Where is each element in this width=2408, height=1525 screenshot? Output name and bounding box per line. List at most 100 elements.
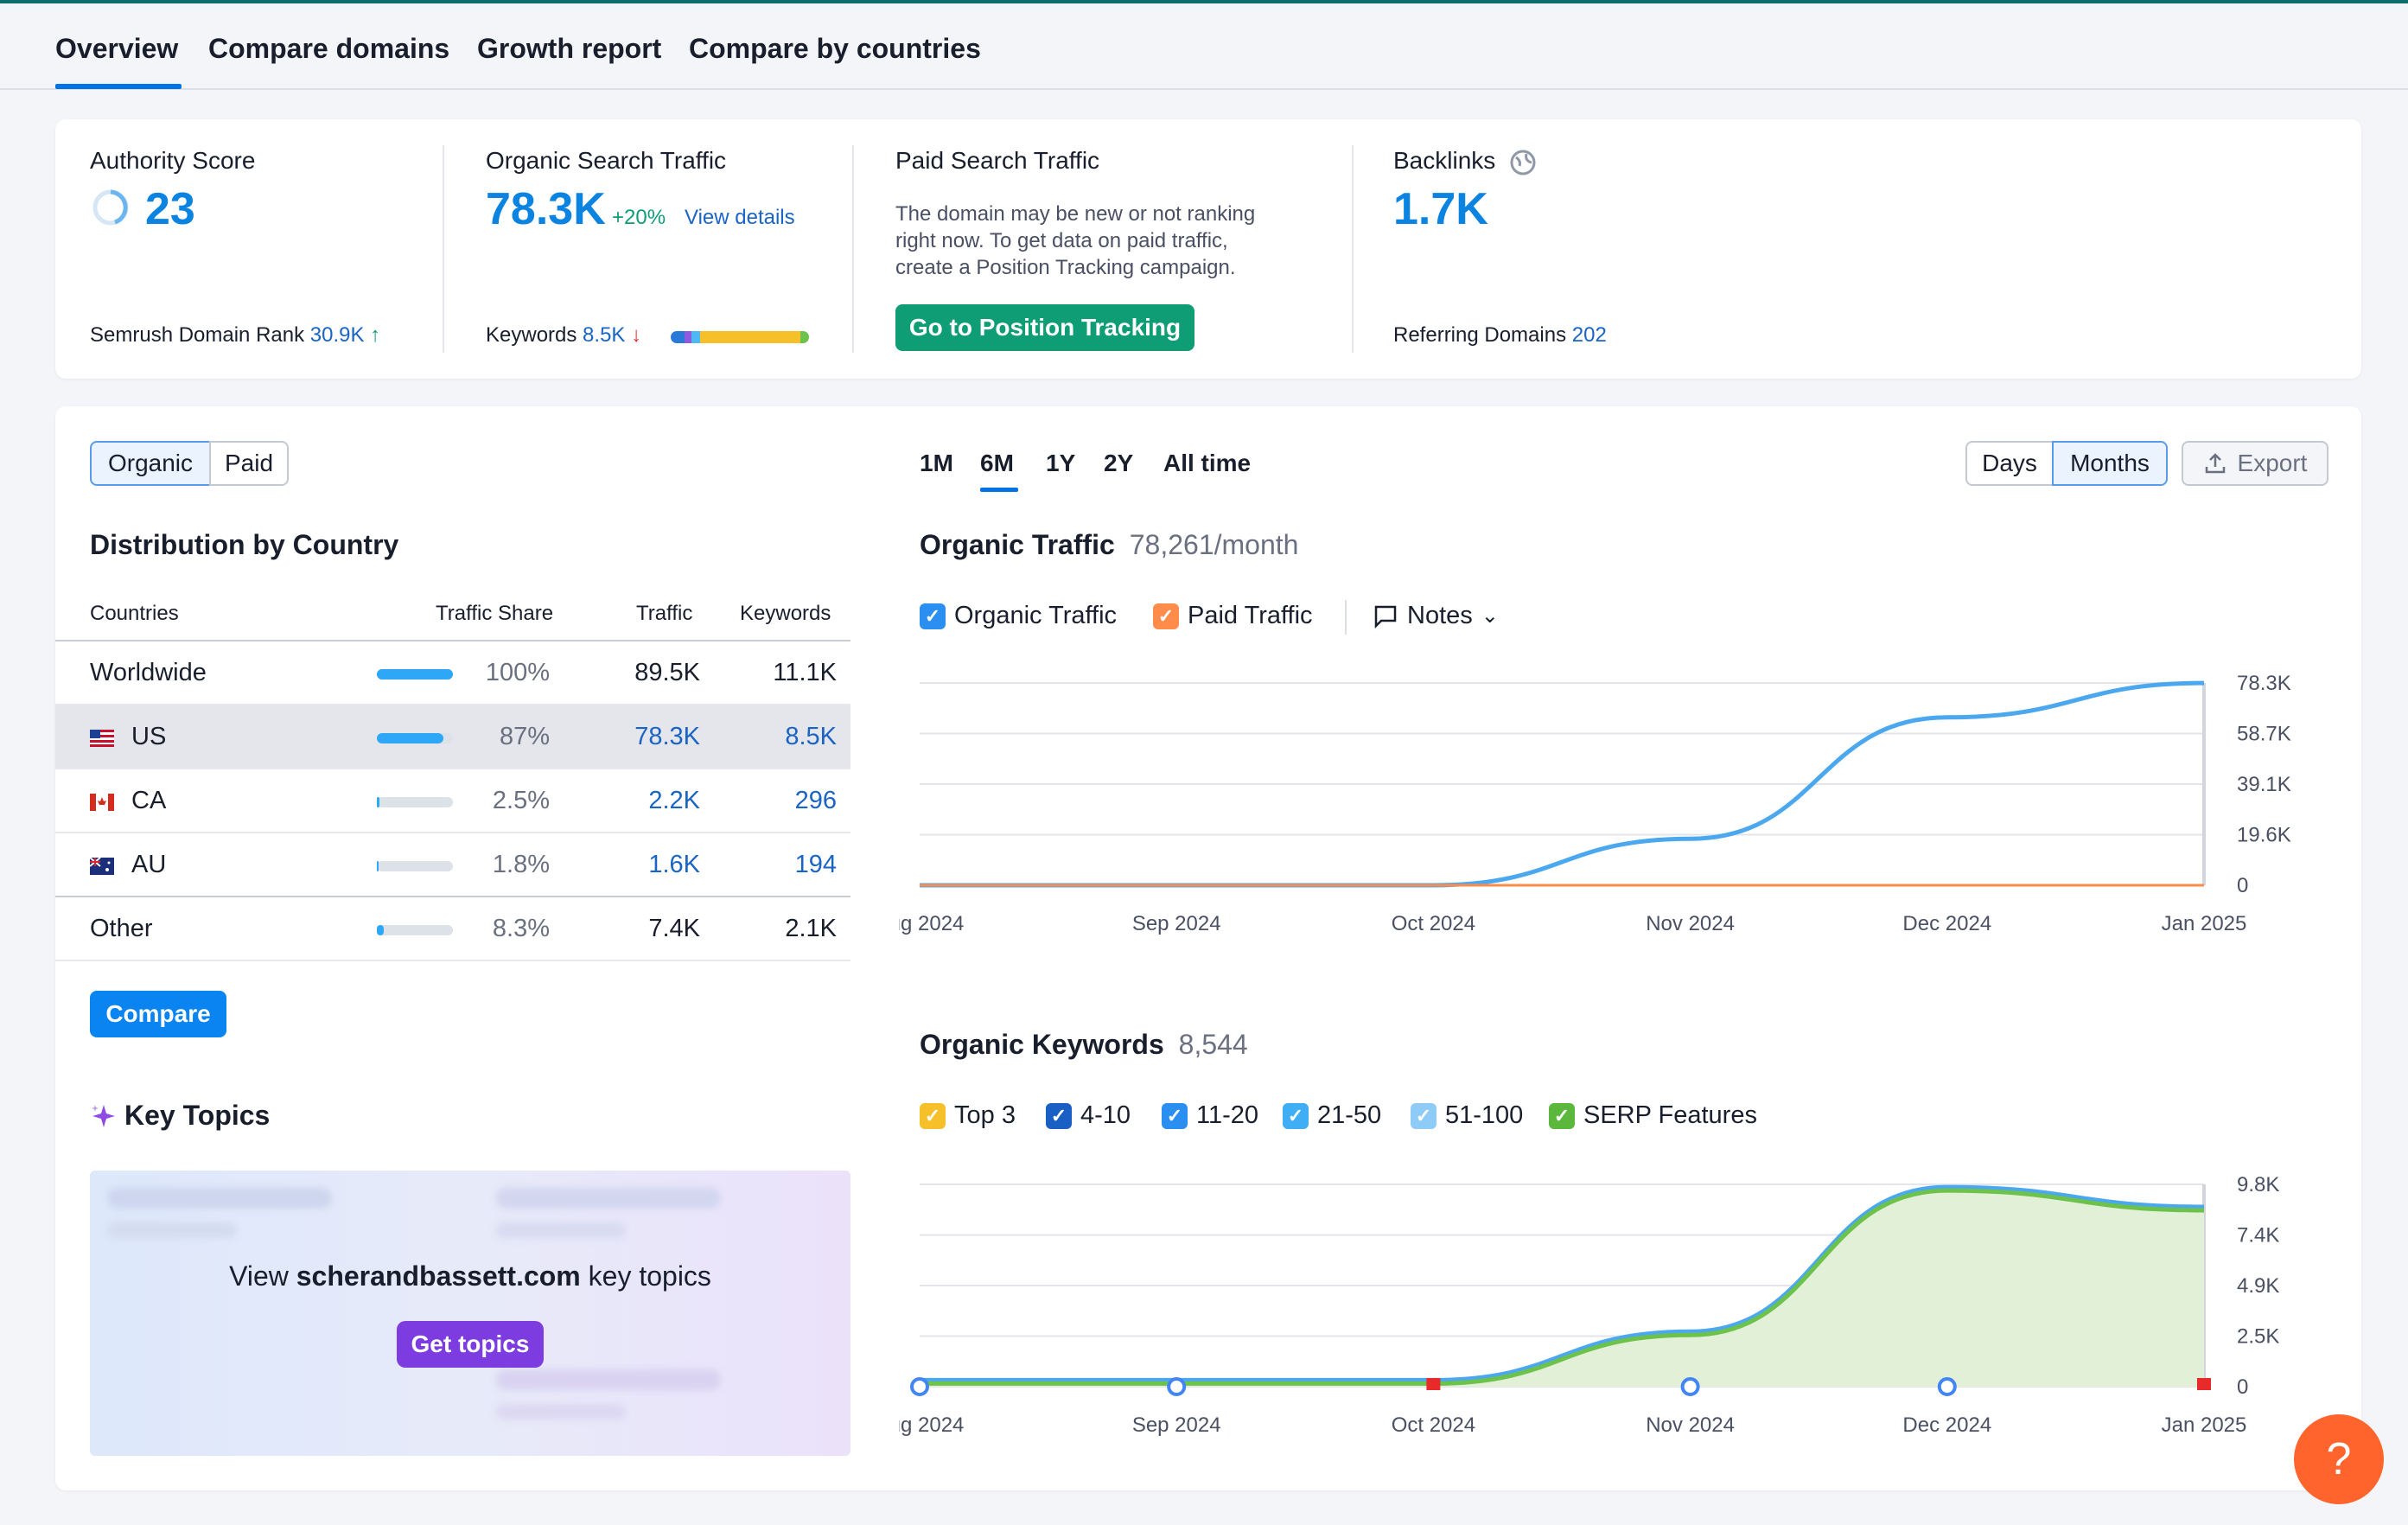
- y-tick-label: 7.4K: [2237, 1224, 2279, 1247]
- organic-traffic-chart-title: Organic Traffic: [920, 529, 1115, 560]
- 51-100-checkbox[interactable]: ✓: [1411, 1103, 1437, 1129]
- series-line: [920, 1184, 2205, 1382]
- traffic-value: 89.5K: [634, 659, 700, 686]
- traffic-share: 1.8%: [492, 851, 550, 878]
- backlinks-value[interactable]: 1.7K: [1393, 184, 1488, 234]
- traffic-value[interactable]: 2.2K: [648, 787, 700, 814]
- authority-gauge-icon: [92, 189, 129, 226]
- organic-traffic-chart-header: Organic Traffic 78,261/month: [920, 529, 1298, 561]
- notes-label: Notes: [1407, 602, 1473, 629]
- x-tick-label: Nov 2024: [1646, 1413, 1735, 1437]
- get-topics-button[interactable]: Get topics: [397, 1321, 544, 1368]
- blurred-placeholder: [496, 1188, 721, 1209]
- traffic-value: 7.4K: [648, 915, 700, 942]
- y-tick-label: 78.3K: [2237, 672, 2291, 695]
- header-traffic[interactable]: Traffic: [636, 602, 693, 625]
- granularity-months[interactable]: Months: [2052, 441, 2168, 486]
- flag-marker-icon: [2197, 1378, 2211, 1390]
- x-tick-label: Sep 2024: [1132, 1413, 1221, 1437]
- series-line: [920, 1188, 2205, 1386]
- traffic-value[interactable]: 78.3K: [634, 723, 700, 750]
- 11-20-checkbox[interactable]: ✓: [1162, 1103, 1188, 1129]
- x-tick-label: Nov 2024: [1646, 912, 1735, 935]
- x-tick-label: Aug 2024: [899, 1413, 964, 1437]
- legend-serp-features: SERP Features: [1583, 1101, 1757, 1129]
- go-to-position-tracking-button[interactable]: Go to Position Tracking: [895, 304, 1194, 351]
- 21-50-checkbox[interactable]: ✓: [1283, 1103, 1309, 1129]
- period-all-time[interactable]: All time: [1163, 450, 1252, 476]
- blurred-placeholder: [496, 1369, 721, 1390]
- top-accent-line: [0, 0, 2408, 3]
- country-name: AU: [131, 851, 167, 878]
- keywords-value: 2.1K: [785, 915, 837, 942]
- period-1m[interactable]: 1M: [920, 450, 953, 476]
- referring-domains-label: Referring Domains: [1393, 323, 1567, 347]
- traffic-share: 100%: [485, 659, 550, 686]
- tab-overview[interactable]: Overview: [55, 33, 179, 64]
- legend-organic-traffic: Organic Traffic: [954, 602, 1118, 629]
- key-topics-panel: View scherandbassett.com key topics Get …: [90, 1171, 850, 1456]
- 4-10-checkbox[interactable]: ✓: [1046, 1103, 1072, 1129]
- compare-button[interactable]: Compare: [90, 991, 226, 1037]
- organic-traffic-value[interactable]: 78.3K: [486, 184, 606, 234]
- organic-traffic-chart-value: 78,261/month: [1129, 529, 1299, 560]
- organic-keywords-chart-value: 8,544: [1178, 1029, 1248, 1060]
- top3-checkbox[interactable]: ✓: [920, 1103, 946, 1129]
- tab-compare-by-countries[interactable]: Compare by countries: [689, 33, 981, 64]
- table-row[interactable]: US 87% 78.3K 8.5K: [55, 705, 850, 769]
- header-countries: Countries: [90, 602, 179, 625]
- table-row[interactable]: CA 2.5% 2.2K 296: [55, 769, 850, 833]
- help-button[interactable]: ?: [2294, 1414, 2384, 1504]
- organic-traffic-label: Organic Search Traffic: [486, 147, 727, 174]
- serp-features-checkbox[interactable]: ✓: [1549, 1103, 1575, 1129]
- table-row[interactable]: Worldwide 100% 89.5K 11.1K: [55, 641, 850, 705]
- tab-growth-report[interactable]: Growth report: [477, 33, 662, 64]
- paid-traffic-desc-1: The domain may be new or not ranking: [895, 202, 1256, 226]
- paid-traffic-checkbox[interactable]: ✓: [1153, 603, 1179, 629]
- toggle-paid[interactable]: Paid: [209, 441, 289, 486]
- key-topics-message: View scherandbassett.com key topics: [90, 1260, 850, 1292]
- header-traffic-share[interactable]: Traffic Share: [436, 602, 554, 625]
- blurred-placeholder: [107, 1222, 237, 1238]
- domain-rank-label: Semrush Domain Rank: [90, 323, 305, 347]
- domain-name: scherandbassett.com: [296, 1260, 581, 1292]
- share-bar: [377, 733, 453, 743]
- keywords-value[interactable]: 194: [794, 851, 837, 878]
- period-1y[interactable]: 1Y: [1046, 450, 1076, 476]
- notes-dropdown[interactable]: Notes ⌄: [1373, 602, 1499, 630]
- divider: [1352, 145, 1354, 353]
- referring-domains-value[interactable]: 202: [1571, 323, 1607, 347]
- organic-traffic-checkbox[interactable]: ✓: [920, 603, 946, 629]
- table-row[interactable]: Other 8.3% 7.4K 2.1K: [55, 897, 850, 961]
- ca-flag-icon: [90, 794, 114, 811]
- domain-rank-value[interactable]: 30.9K: [309, 323, 365, 347]
- toggle-organic[interactable]: Organic: [90, 441, 211, 486]
- message-suffix: key topics: [580, 1260, 711, 1292]
- keywords-value[interactable]: 296: [794, 787, 837, 814]
- header-keywords[interactable]: Keywords: [740, 602, 831, 625]
- x-tick-label: Oct 2024: [1392, 912, 1475, 935]
- keywords-value[interactable]: 8.5K: [785, 723, 837, 750]
- period-2y[interactable]: 2Y: [1104, 450, 1134, 476]
- y-tick-label: 9.8K: [2237, 1173, 2279, 1196]
- message-prefix: View: [229, 1260, 296, 1292]
- organic-keywords-chart: 9.8K 7.4K 4.9K 2.5K 0 Aug 2024 Sep 2024 Oct 202…: [899, 1173, 2279, 1437]
- legend-51-100: 51-100: [1445, 1101, 1524, 1129]
- us-flag-icon: [90, 730, 114, 747]
- x-tick-label: Dec 2024: [1902, 912, 1991, 935]
- share-bar-fill: [377, 925, 384, 935]
- divider: [852, 145, 854, 353]
- period-6m[interactable]: 6M: [980, 450, 1014, 476]
- keywords-value[interactable]: 8.5K: [583, 323, 626, 347]
- granularity-days[interactable]: Days: [1965, 441, 2054, 486]
- backlinks-label: Backlinks: [1393, 147, 1496, 174]
- tab-compare-domains[interactable]: Compare domains: [208, 33, 450, 64]
- traffic-share: 2.5%: [492, 787, 550, 814]
- country-name: Other: [90, 915, 153, 942]
- view-details-link[interactable]: View details: [685, 206, 795, 229]
- table-row[interactable]: AU 1.8% 1.6K 194: [55, 833, 850, 897]
- traffic-value[interactable]: 1.6K: [648, 851, 700, 878]
- globe-icon[interactable]: [1509, 149, 1537, 176]
- export-button[interactable]: Export: [2182, 441, 2328, 486]
- distribution-title: Distribution by Country: [90, 529, 399, 560]
